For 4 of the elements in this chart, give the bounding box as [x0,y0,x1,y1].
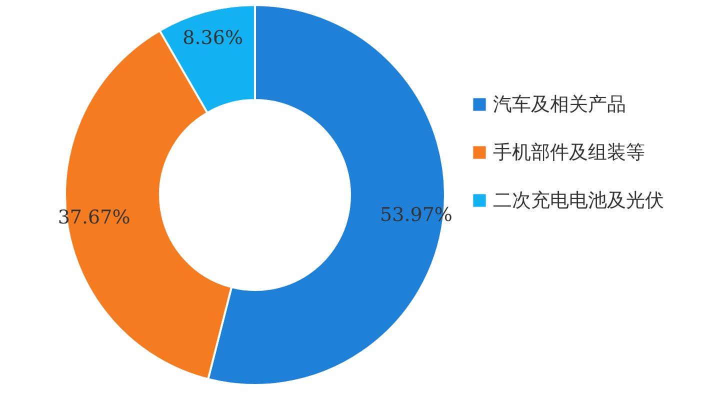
legend-label: 汽车及相关产品 [493,94,626,116]
legend-label: 手机部件及组装等 [493,142,645,164]
legend-label: 二次充电电池及光伏 [493,190,664,212]
data-label: 8.36% [182,27,243,50]
